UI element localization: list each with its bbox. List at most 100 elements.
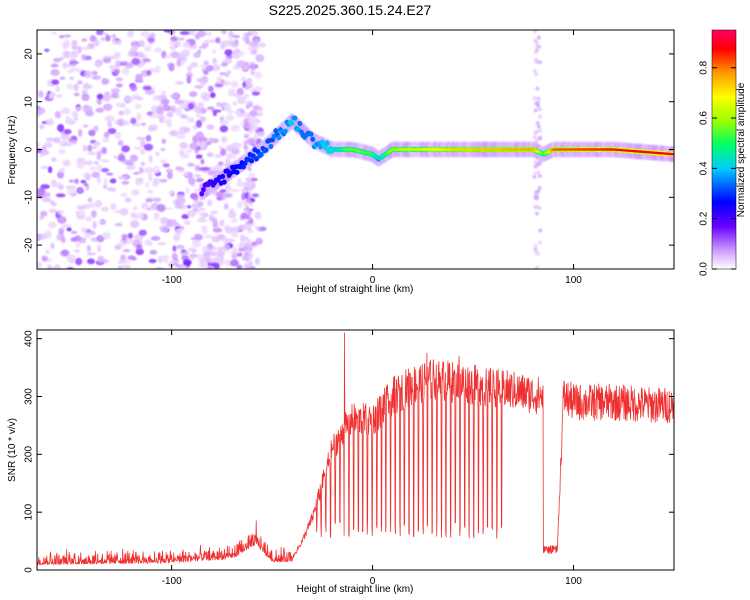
stripe-blob — [243, 124, 248, 129]
noise-blob — [45, 197, 51, 203]
noise-blob — [236, 60, 246, 68]
stripe-blob — [532, 174, 537, 179]
stripe-blob — [247, 82, 252, 87]
noise-blob — [169, 259, 180, 265]
noise-blob — [127, 232, 133, 239]
noise-blob — [177, 37, 186, 41]
noise-blob — [140, 148, 146, 155]
noise-blob — [186, 75, 192, 84]
stripe-blob — [536, 124, 541, 129]
noise-blob — [104, 115, 115, 122]
noise-blob — [117, 265, 123, 269]
noise-blob — [180, 249, 187, 253]
noise-blob — [175, 228, 183, 236]
noise-blob — [199, 116, 207, 122]
snr-ytick-label: 400 — [24, 330, 35, 347]
noise-blob — [110, 203, 117, 211]
noise-blob — [149, 115, 159, 119]
noise-blob — [130, 212, 135, 219]
track-point — [220, 173, 226, 180]
noise-blob — [223, 243, 231, 252]
noise-blob — [43, 191, 51, 198]
noise-blob — [117, 155, 126, 162]
noise-blob — [56, 234, 61, 242]
noise-blob — [140, 161, 145, 166]
spectrogram-xtick-label: 0 — [370, 275, 376, 286]
noise-blob — [114, 131, 122, 140]
noise-blob — [197, 30, 206, 38]
noise-blob — [69, 76, 74, 80]
noise-blob — [212, 217, 218, 225]
stripe-blob — [534, 160, 539, 165]
noise-blob — [82, 124, 89, 128]
noise-blob — [115, 77, 124, 82]
noise-blob — [96, 175, 102, 184]
stripe-blob — [248, 102, 253, 107]
noise-blob — [114, 209, 125, 214]
noise-blob — [112, 53, 120, 60]
noise-blob — [66, 227, 72, 232]
noise-blob — [53, 136, 61, 144]
noise-blob — [167, 219, 178, 226]
noise-blob — [166, 171, 173, 180]
noise-blob — [40, 165, 51, 170]
noise-blob — [224, 49, 233, 56]
noise-blob — [37, 261, 43, 269]
noise-blob — [66, 83, 74, 90]
noise-blob — [126, 30, 135, 38]
noise-blob — [133, 96, 144, 101]
noise-blob — [51, 79, 60, 85]
noise-blob — [179, 141, 189, 150]
spectrogram-marks — [37, 30, 674, 269]
snr-background — [37, 330, 674, 570]
noise-blob — [45, 248, 50, 255]
stripe-blob — [532, 96, 537, 101]
noise-blob — [231, 252, 238, 260]
noise-blob — [124, 197, 132, 203]
noise-blob — [47, 166, 53, 174]
stripe-blob — [532, 68, 537, 73]
noise-blob — [117, 140, 124, 146]
noise-blob — [136, 136, 146, 141]
noise-blob — [202, 251, 212, 257]
stripe-blob — [244, 61, 249, 66]
stripe-blob — [244, 236, 249, 241]
noise-blob — [240, 76, 247, 82]
noise-blob — [132, 205, 138, 211]
noise-blob — [213, 262, 220, 269]
stripe-blob — [533, 108, 538, 113]
track-point — [249, 158, 255, 164]
noise-blob — [127, 255, 136, 260]
noise-blob — [58, 148, 66, 154]
noise-blob — [70, 50, 78, 58]
noise-blob — [226, 238, 236, 243]
noise-blob — [241, 255, 246, 261]
noise-blob — [80, 226, 88, 232]
noise-blob — [109, 178, 117, 184]
noise-blob — [208, 166, 219, 172]
noise-blob — [121, 180, 130, 185]
noise-blob — [160, 98, 170, 105]
stripe-blob — [248, 185, 253, 190]
noise-blob — [241, 192, 246, 201]
noise-blob — [123, 108, 131, 115]
noise-blob — [122, 248, 131, 253]
noise-blob — [243, 191, 250, 200]
noise-blob — [86, 258, 95, 265]
noise-blob — [45, 118, 55, 126]
stripe-blob — [244, 134, 249, 139]
noise-blob — [63, 39, 70, 48]
noise-blob — [91, 70, 98, 76]
snr-xtick-label: 100 — [565, 576, 582, 587]
noise-blob — [138, 229, 147, 236]
stripe-blob — [533, 195, 538, 200]
noise-blob — [232, 93, 242, 98]
noise-blob — [229, 208, 235, 214]
noise-blob — [230, 218, 238, 223]
noise-blob — [206, 199, 213, 207]
noise-blob — [97, 150, 102, 157]
noise-blob — [71, 39, 78, 48]
noise-blob — [57, 209, 64, 215]
noise-blob — [132, 44, 138, 48]
noise-blob — [106, 187, 117, 192]
